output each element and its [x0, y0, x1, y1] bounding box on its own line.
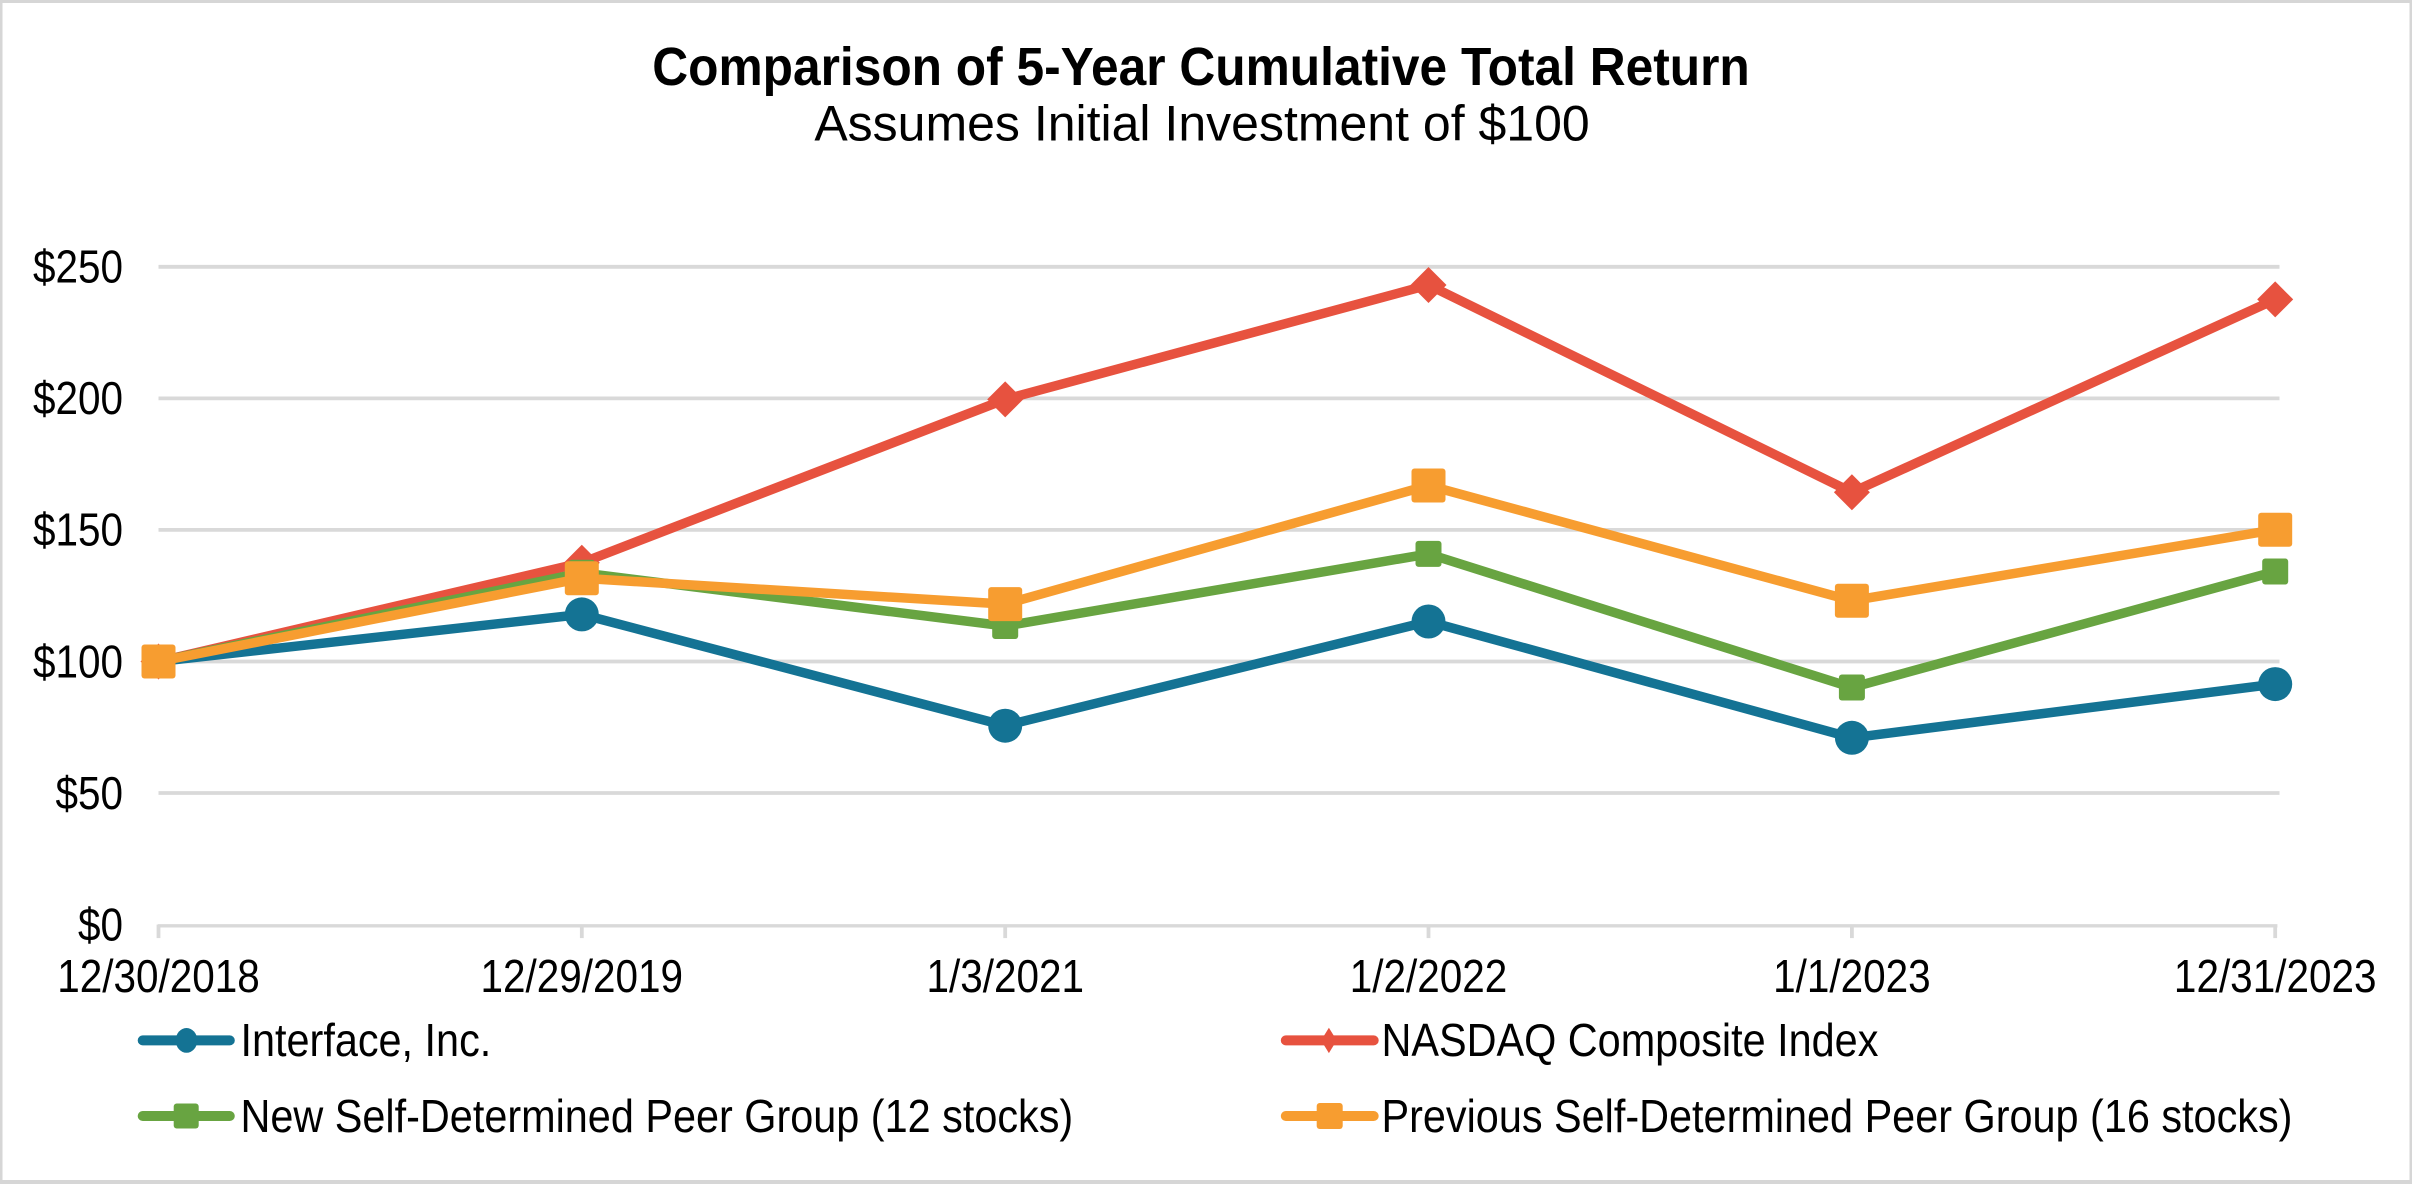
svg-text:12/29/2019: 12/29/2019 [481, 952, 684, 1003]
svg-text:$250: $250 [33, 242, 123, 293]
svg-text:$100: $100 [33, 637, 123, 688]
svg-text:12/30/2018: 12/30/2018 [57, 952, 260, 1003]
svg-text:Comparison of 5-Year Cumulativ: Comparison of 5-Year Cumulative Total Re… [652, 36, 1750, 96]
svg-text:1/2/2022: 1/2/2022 [1350, 952, 1508, 1003]
svg-text:Interface, Inc.: Interface, Inc. [241, 1015, 492, 1067]
svg-text:$200: $200 [33, 374, 123, 425]
svg-text:New Self-Determined Peer Group: New Self-Determined Peer Group (12 stock… [241, 1091, 1074, 1143]
svg-text:Previous Self-Determined Peer: Previous Self-Determined Peer Group (16 … [1382, 1091, 2293, 1143]
svg-text:$0: $0 [78, 900, 123, 951]
svg-text:$150: $150 [33, 505, 123, 556]
svg-text:$50: $50 [55, 768, 123, 819]
svg-text:NASDAQ Composite Index: NASDAQ Composite Index [1382, 1015, 1879, 1067]
svg-text:1/1/2023: 1/1/2023 [1773, 952, 1931, 1003]
svg-text:1/3/2021: 1/3/2021 [926, 952, 1084, 1003]
svg-text:Assumes Initial Investment of: Assumes Initial Investment of $100 [814, 95, 1589, 151]
svg-text:12/31/2023: 12/31/2023 [2174, 952, 2377, 1003]
